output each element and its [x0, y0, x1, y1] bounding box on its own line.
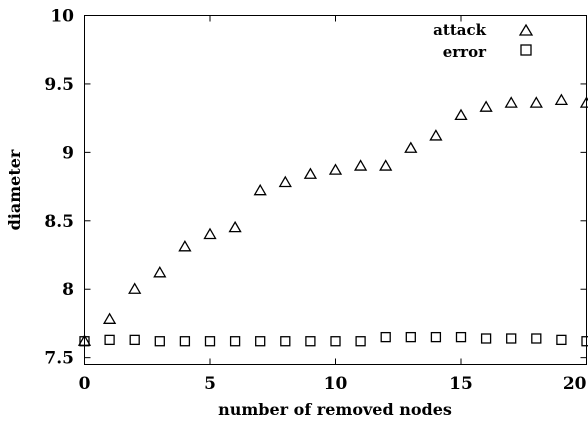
error-point	[280, 336, 291, 347]
error-point	[255, 336, 266, 347]
y-tick-labels: 7.5 8 8.5 9 9.5 10	[44, 7, 74, 369]
attack-point	[353, 159, 368, 171]
y-tick-label: 10	[50, 7, 74, 27]
legend-marker-attack	[518, 23, 534, 36]
attack-point	[228, 220, 242, 233]
error-point	[129, 334, 140, 346]
error-point	[305, 336, 316, 347]
attack-point	[554, 93, 569, 106]
attack-point	[203, 227, 217, 240]
legend-label-error: error	[443, 43, 487, 61]
attack-point	[278, 175, 292, 188]
legend-label-attack: attack	[433, 21, 486, 39]
error-point	[506, 333, 517, 344]
y-tick-label: 9.5	[44, 75, 74, 95]
attack-point	[153, 266, 167, 278]
x-tick-label: 5	[204, 374, 216, 394]
attack-point	[479, 100, 493, 112]
attack-point	[429, 129, 443, 141]
y-axis-label: diameter	[5, 149, 24, 230]
attack-point	[404, 141, 418, 153]
attack-point	[379, 159, 393, 171]
attack-point	[253, 183, 267, 196]
error-point	[229, 336, 241, 347]
data-markers	[77, 93, 588, 347]
x-tick-label: 0	[79, 374, 91, 394]
attack-point	[102, 312, 117, 324]
error-point	[480, 333, 492, 344]
legend-marker-error	[520, 44, 532, 56]
x-axis-label: number of removed nodes	[218, 400, 452, 419]
attack-point	[504, 96, 518, 108]
x-tick-labels: 0 5 10 15 20	[79, 374, 587, 394]
attack-point	[529, 96, 543, 108]
y-tick-label: 8	[62, 280, 74, 300]
error-point	[179, 336, 191, 347]
x-tick-label: 10	[324, 374, 348, 394]
attack-point	[579, 96, 588, 108]
error-point	[556, 334, 567, 346]
attack-point	[454, 108, 468, 121]
legend: attack error	[433, 21, 534, 61]
y-tick-label: 9	[62, 143, 74, 163]
y-tick-label: 8.5	[44, 212, 74, 232]
error-point	[430, 331, 442, 343]
error-point	[104, 334, 115, 346]
attack-point	[178, 240, 192, 252]
x-tick-label: 15	[449, 374, 473, 394]
x-tick-label: 20	[563, 374, 587, 394]
error-point	[154, 336, 165, 347]
error-point	[380, 331, 391, 343]
error-point	[531, 333, 542, 344]
y-tick-label: 7.5	[44, 349, 74, 369]
error-point	[330, 336, 341, 347]
attack-point	[328, 163, 343, 175]
attack-point	[128, 282, 142, 294]
error-point	[355, 336, 366, 347]
error-point	[455, 331, 467, 343]
error-point	[581, 336, 588, 347]
attack-point	[303, 167, 318, 179]
plot-frame	[84, 15, 587, 365]
axis-ticks	[84, 15, 587, 365]
error-point	[204, 336, 216, 347]
error-point	[79, 336, 90, 347]
error-point	[405, 331, 416, 343]
